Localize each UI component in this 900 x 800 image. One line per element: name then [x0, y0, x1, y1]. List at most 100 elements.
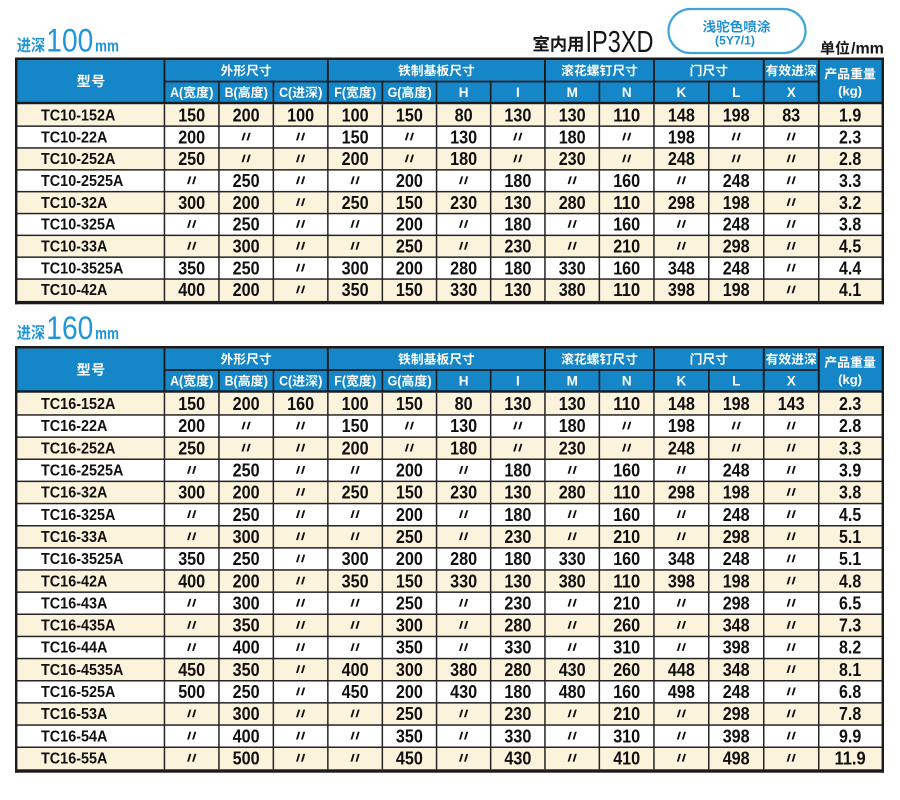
svg-text:200: 200	[233, 105, 260, 125]
svg-text:): )	[264, 374, 269, 389]
svg-text:110: 110	[613, 105, 640, 125]
svg-text:300: 300	[342, 549, 369, 569]
svg-text:450: 450	[342, 682, 369, 702]
svg-text:330: 330	[504, 638, 531, 658]
svg-text:M: M	[567, 374, 578, 389]
svg-text:200: 200	[233, 193, 260, 213]
svg-text:): )	[318, 374, 323, 389]
svg-text:150: 150	[396, 193, 423, 213]
svg-text:A(: A(	[170, 85, 184, 100]
svg-text:): )	[372, 374, 377, 389]
svg-text:248: 248	[723, 258, 750, 278]
svg-text:180: 180	[450, 149, 477, 169]
svg-text:TC16-435A: TC16-435A	[41, 618, 116, 635]
svg-text:200: 200	[396, 682, 423, 702]
svg-text:180: 180	[504, 682, 531, 702]
svg-text:2.3: 2.3	[839, 394, 861, 414]
svg-text:160: 160	[46, 310, 93, 346]
svg-text:350: 350	[233, 660, 260, 680]
svg-text:): )	[264, 85, 269, 100]
svg-text:H: H	[459, 374, 469, 389]
svg-text:B(: B(	[225, 85, 239, 100]
svg-text:150: 150	[342, 127, 369, 147]
svg-text:300: 300	[178, 483, 205, 503]
svg-text:110: 110	[613, 193, 640, 213]
svg-text:248: 248	[723, 549, 750, 569]
svg-text:X: X	[787, 374, 796, 389]
svg-text:G(: G(	[388, 374, 402, 389]
svg-text:500: 500	[178, 682, 205, 702]
svg-text:TC10-325A: TC10-325A	[41, 217, 116, 234]
svg-text:TC10-42A: TC10-42A	[41, 282, 108, 299]
svg-text:398: 398	[723, 726, 750, 746]
svg-text:180: 180	[504, 215, 531, 235]
svg-text:G(: G(	[388, 85, 402, 100]
svg-text:A(: A(	[170, 374, 184, 389]
svg-text:280: 280	[504, 616, 531, 636]
svg-text:150: 150	[342, 416, 369, 436]
svg-text:2.8: 2.8	[839, 149, 861, 169]
svg-text:F(: F(	[334, 374, 346, 389]
svg-text:200: 200	[233, 483, 260, 503]
svg-text:300: 300	[342, 258, 369, 278]
svg-text:130: 130	[559, 394, 586, 414]
svg-text:(kg): (kg)	[838, 372, 862, 387]
svg-text:TC10-22A: TC10-22A	[41, 129, 108, 146]
svg-text:260: 260	[613, 660, 640, 680]
svg-text:110: 110	[613, 394, 640, 414]
svg-text:300: 300	[233, 704, 260, 724]
svg-text:248: 248	[723, 505, 750, 525]
svg-text:TC10-2525A: TC10-2525A	[41, 173, 124, 190]
svg-text:200: 200	[342, 438, 369, 458]
svg-text:160: 160	[613, 258, 640, 278]
svg-text:250: 250	[396, 237, 423, 257]
svg-text:TC10-252A: TC10-252A	[41, 151, 116, 168]
svg-text:300: 300	[233, 593, 260, 613]
svg-text:250: 250	[233, 258, 260, 278]
svg-text:300: 300	[396, 616, 423, 636]
svg-text:198: 198	[723, 193, 750, 213]
svg-text:350: 350	[178, 549, 205, 569]
svg-text:TC16-2525A: TC16-2525A	[41, 463, 124, 480]
svg-text:250: 250	[178, 438, 205, 458]
svg-text:H: H	[459, 85, 469, 100]
svg-text:348: 348	[723, 616, 750, 636]
svg-text:400: 400	[178, 571, 205, 591]
svg-text:(kg): (kg)	[838, 84, 862, 99]
svg-text:160: 160	[613, 505, 640, 525]
svg-text:180: 180	[559, 127, 586, 147]
svg-text:300: 300	[233, 527, 260, 547]
svg-text:210: 210	[613, 704, 640, 724]
svg-text:250: 250	[233, 215, 260, 235]
svg-text:180: 180	[504, 258, 531, 278]
svg-text:298: 298	[723, 527, 750, 547]
svg-text:3.3: 3.3	[839, 171, 861, 191]
svg-text:210: 210	[613, 237, 640, 257]
svg-text:398: 398	[668, 280, 695, 300]
svg-text:350: 350	[178, 258, 205, 278]
svg-text:B(: B(	[225, 374, 239, 389]
svg-text:498: 498	[668, 682, 695, 702]
svg-text:250: 250	[233, 171, 260, 191]
svg-text:80: 80	[455, 105, 473, 125]
svg-text:TC10-32A: TC10-32A	[41, 195, 108, 212]
svg-text:L: L	[732, 85, 740, 100]
svg-text:TC16-32A: TC16-32A	[41, 485, 108, 502]
svg-text:248: 248	[723, 682, 750, 702]
svg-text:350: 350	[342, 571, 369, 591]
svg-text:198: 198	[723, 571, 750, 591]
svg-text:130: 130	[450, 127, 477, 147]
svg-text:TC16-525A: TC16-525A	[41, 684, 116, 701]
svg-text:3.9: 3.9	[839, 461, 861, 481]
svg-text:350: 350	[342, 280, 369, 300]
svg-text:200: 200	[396, 505, 423, 525]
svg-text:11.9: 11.9	[835, 749, 866, 769]
svg-text:mm: mm	[95, 37, 119, 56]
svg-text:K: K	[677, 85, 687, 100]
svg-text:400: 400	[178, 280, 205, 300]
svg-text:): )	[427, 374, 432, 389]
svg-text:230: 230	[504, 237, 531, 257]
svg-text:4.5: 4.5	[839, 237, 861, 257]
svg-text:160: 160	[287, 394, 314, 414]
svg-text:200: 200	[396, 549, 423, 569]
